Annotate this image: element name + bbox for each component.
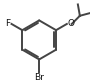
Text: F: F <box>6 19 11 28</box>
Text: O: O <box>68 19 75 28</box>
Text: Br: Br <box>34 73 44 82</box>
